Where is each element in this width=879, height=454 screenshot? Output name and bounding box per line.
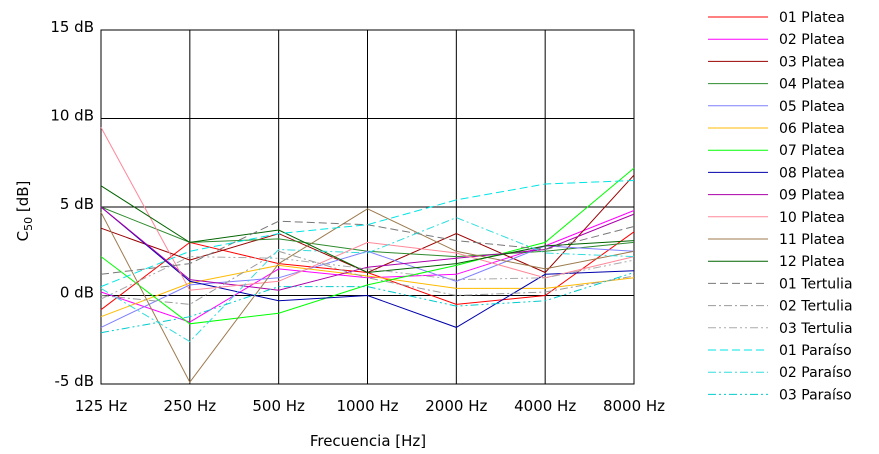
legend-label: 02 Platea	[779, 32, 845, 48]
y-axis-title-unit: [dB]	[14, 181, 32, 217]
legend-label: 05 Platea	[779, 99, 845, 115]
legend-label: 03 Platea	[779, 54, 845, 70]
x-tick-label: 2000 Hz	[425, 397, 487, 415]
series-line	[100, 208, 635, 384]
legend-label: 11 Platea	[779, 232, 845, 248]
series-line	[100, 180, 635, 288]
series-line	[100, 264, 635, 318]
y-tick-label: -5 dB	[54, 372, 94, 390]
legend-label: 04 Platea	[779, 77, 845, 93]
y-tick-label: 0 dB	[60, 284, 94, 302]
series-line	[100, 250, 635, 305]
legend-label: 09 Platea	[779, 188, 845, 204]
x-tick-label: 250 Hz	[164, 397, 217, 415]
legend-label: 08 Platea	[779, 165, 845, 181]
x-tick-label: 500 Hz	[252, 397, 305, 415]
legend-label: 03 Tertulia	[779, 321, 853, 337]
series-line	[100, 217, 635, 343]
series-line	[100, 220, 635, 275]
series-line	[100, 185, 635, 274]
legend-label: 12 Platea	[779, 254, 845, 270]
legend-label: 10 Platea	[779, 210, 845, 226]
legend-label: 01 Platea	[779, 10, 845, 26]
y-axis-title-c: C	[14, 231, 32, 241]
legend-label: 01 Paraíso	[779, 343, 852, 359]
series-line	[100, 256, 635, 300]
legend-label: 06 Platea	[779, 121, 845, 137]
legend-label: 07 Platea	[779, 143, 845, 159]
legend: 01 Platea 02 Platea 03 Platea 04 Platea 05 P…	[708, 10, 853, 403]
series-line	[100, 272, 635, 334]
y-tick-label: 5 dB	[60, 195, 94, 213]
x-tick-label: 8000 Hz	[603, 397, 665, 415]
x-tick-label: 1000 Hz	[336, 397, 398, 415]
y-axis-ticks: 15 dB 10 dB 5 dB 0 dB -5 dB	[50, 18, 94, 390]
x-axis-ticks: 125 Hz 250 Hz 500 Hz 1000 Hz 2000 Hz 4000 Hz 8…	[75, 397, 665, 415]
y-tick-label: 10 dB	[50, 107, 94, 125]
series-lines	[100, 127, 635, 384]
legend-label: 02 Paraíso	[779, 365, 852, 381]
series-line	[100, 167, 635, 325]
y-axis-title: C50 [dB]	[14, 181, 35, 242]
y-axis-title-sub: 50	[22, 217, 35, 231]
y-tick-label: 15 dB	[50, 18, 94, 36]
plot-grid	[100, 29, 635, 385]
legend-label: 02 Tertulia	[779, 299, 853, 315]
series-line	[100, 206, 635, 328]
series-line	[100, 127, 635, 291]
x-tick-label: 125 Hz	[75, 397, 128, 415]
legend-label: 01 Tertulia	[779, 276, 853, 292]
legend-label: 03 Paraíso	[779, 387, 852, 403]
x-tick-label: 4000 Hz	[514, 397, 576, 415]
x-axis-title: Frecuencia [Hz]	[310, 432, 426, 450]
